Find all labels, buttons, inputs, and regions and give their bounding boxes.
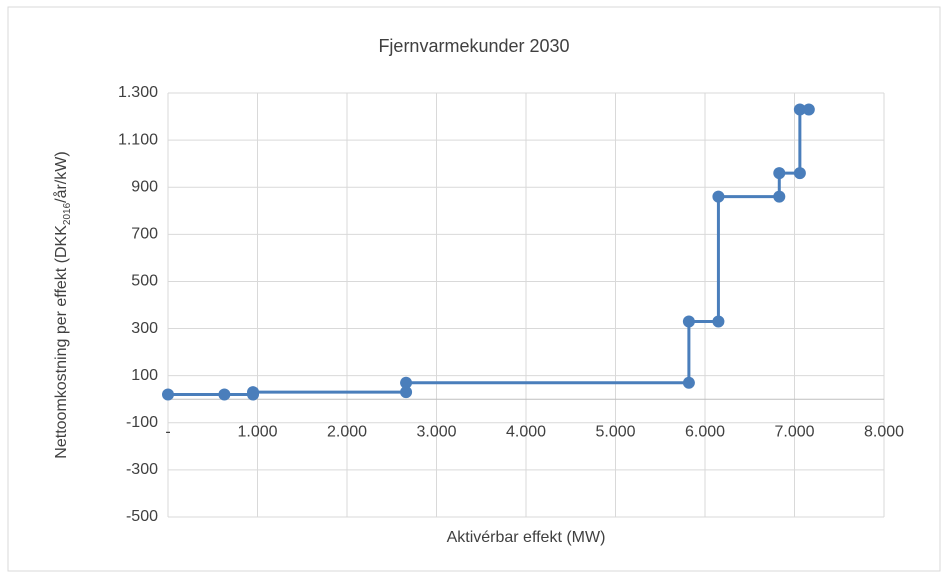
- data-point: [793, 167, 806, 180]
- y-tick-label: -500: [126, 508, 158, 525]
- y-tick-label: 900: [131, 178, 158, 195]
- x-tick-label: 7.000: [774, 423, 814, 440]
- y-tick-label: 1.300: [118, 84, 158, 101]
- data-point: [682, 315, 695, 328]
- y-tick-label: 300: [131, 320, 158, 337]
- chart-title: Fjernvarmekunder 2030: [378, 36, 569, 56]
- y-tick-label: -300: [126, 461, 158, 478]
- data-point: [400, 386, 413, 399]
- data-point: [218, 388, 231, 401]
- y-axis-label: Nettoomkostning per effekt (DKK2016/år/k…: [52, 151, 73, 458]
- data-point: [247, 386, 260, 399]
- data-point: [400, 376, 413, 389]
- y-tick-label: 700: [131, 226, 158, 243]
- x-tick-label: 1.000: [237, 423, 277, 440]
- data-point: [682, 376, 695, 389]
- x-tick-label: 4.000: [506, 423, 546, 440]
- data-point: [162, 388, 174, 401]
- x-tick-label: 3.000: [416, 423, 456, 440]
- chart-border: [7, 6, 941, 572]
- data-point: [712, 315, 725, 328]
- y-tick-label: 100: [131, 367, 158, 384]
- x-tick-label: 6.000: [685, 423, 725, 440]
- data-point: [712, 190, 725, 203]
- x-axis-label: Aktivérbar effekt (MW): [447, 529, 606, 546]
- x-tick-label: -: [165, 423, 170, 440]
- x-tick-label: 2.000: [327, 423, 367, 440]
- x-tick-label: 8.000: [864, 423, 904, 440]
- data-point: [793, 103, 806, 116]
- data-point: [773, 190, 786, 203]
- y-tick-label: 1.100: [118, 131, 158, 148]
- data-point: [773, 167, 786, 180]
- y-tick-label: -100: [126, 414, 158, 431]
- x-tick-label: 5.000: [595, 423, 635, 440]
- y-tick-label: 500: [131, 273, 158, 290]
- data-point: [802, 103, 815, 116]
